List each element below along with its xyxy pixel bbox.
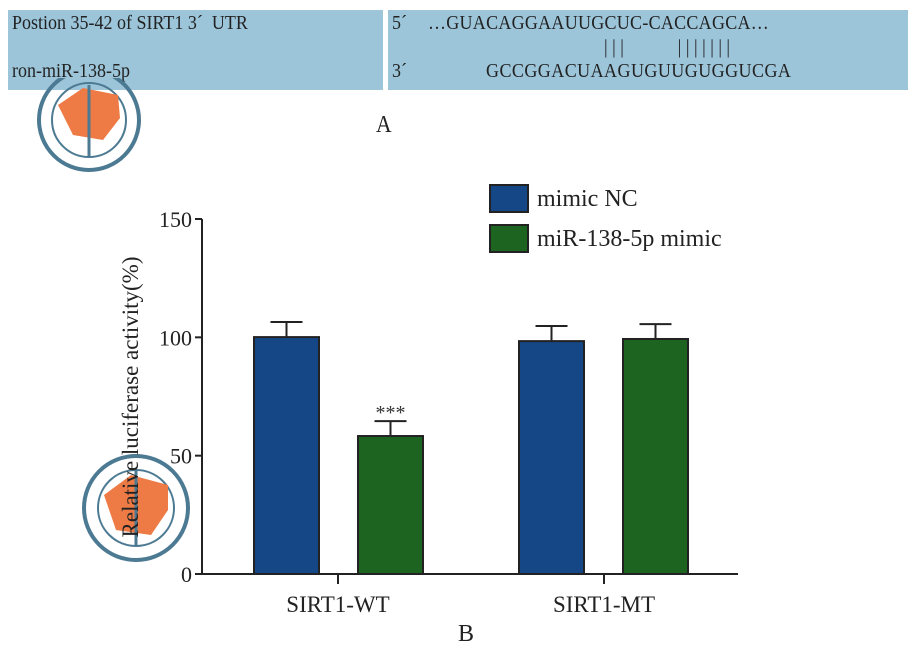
site-label: Postion 35-42 of SIRT1 3´ UTR (12, 12, 248, 34)
site-label-box (8, 10, 383, 90)
x-tick-label: SIRT1-WT (286, 592, 389, 617)
y-tick-label: 0 (181, 562, 192, 587)
bar (518, 340, 585, 575)
panel-b-label: B (458, 621, 474, 647)
mirna-prefix: 3´ (392, 60, 408, 82)
x-tick-label: SIRT1-MT (553, 592, 655, 617)
legend-label: mimic NC (537, 186, 638, 212)
bar (253, 336, 320, 576)
utr-prefix: 5´ (392, 12, 408, 34)
y-tick-label: 50 (170, 444, 192, 469)
bar (622, 337, 689, 575)
utr-sequence: …GUACAGGAAUUGCUC-CACCAGCA… (428, 12, 770, 34)
legend-swatch (489, 224, 529, 253)
sequence-box (388, 10, 908, 90)
watermark-logo (37, 78, 141, 172)
bar (357, 435, 424, 576)
legend-label: miR-138-5p mimic (537, 226, 722, 252)
y-tick-label: 100 (159, 325, 192, 350)
significance-label: *** (376, 402, 406, 424)
watermark-logo-2 (82, 454, 190, 562)
y-axis-label: Relative luciferase activity(%) (118, 257, 143, 538)
panel-a-label: A (376, 112, 392, 138)
pairing-lines: | | | | | | | | | | (604, 36, 731, 58)
y-tick-label: 150 (159, 207, 192, 232)
mirna-label: ron-miR-138-5p (12, 60, 130, 82)
mirna-sequence: GCCGGACUAAGUGUUGUGGUCGA (486, 60, 792, 82)
legend-swatch (489, 184, 529, 213)
